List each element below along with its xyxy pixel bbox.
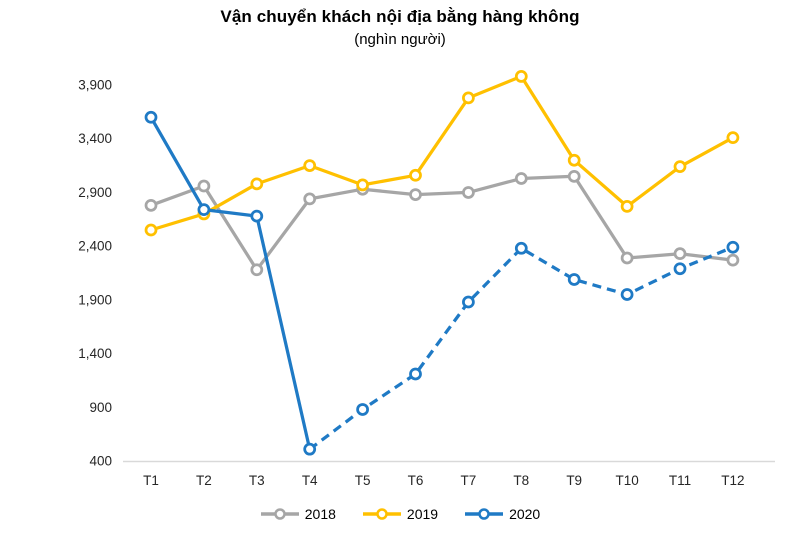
data-point-2020-T8 <box>514 241 528 255</box>
y-axis-tick-label: 900 <box>89 400 112 415</box>
x-axis-tick-label: T5 <box>355 473 371 488</box>
data-point-2019-T6 <box>409 168 422 182</box>
legend-item-2020: 2020 <box>464 506 540 522</box>
data-point-2020-T6 <box>409 367 422 381</box>
legend-marker-2019 <box>362 508 401 520</box>
legend-marker-2020 <box>465 508 504 520</box>
x-axis-tick-label: T3 <box>249 473 265 488</box>
y-axis-tick-label: 1,400 <box>78 346 112 361</box>
series-2020-line-solid <box>149 116 312 450</box>
data-point-2020-T5 <box>356 403 369 416</box>
series-2019-line <box>150 74 734 232</box>
data-point-2018-T12 <box>726 253 740 267</box>
chart-title: Vận chuyển khách nội địa bằng hàng không <box>220 7 580 26</box>
x-axis-tick-label: T8 <box>513 473 529 488</box>
legend-label-2019: 2019 <box>406 506 439 522</box>
data-point-2018-T6 <box>409 188 422 201</box>
data-point-2020-T3 <box>250 209 264 223</box>
data-point-2020-T10 <box>620 288 634 301</box>
data-point-2019-T1 <box>144 223 158 237</box>
data-point-2018-T9 <box>567 169 581 183</box>
data-point-2018-T7 <box>462 186 475 199</box>
data-point-2019-T8 <box>514 70 528 83</box>
y-axis-tick-label: 3,400 <box>78 131 112 146</box>
series-2020 <box>144 110 740 456</box>
x-axis-tick-label: T4 <box>302 473 318 488</box>
data-point-2019-T10 <box>620 200 634 213</box>
data-point-2018-T2 <box>197 179 211 193</box>
data-point-2020-T4 <box>303 442 317 456</box>
legend-label-2018: 2018 <box>304 506 336 522</box>
x-axis-tick-label: T10 <box>615 473 638 488</box>
data-point-2019-T9 <box>567 153 581 167</box>
series-2019 <box>144 70 740 237</box>
y-axis-tick-label: 3,900 <box>78 78 112 93</box>
y-axis-tick-label: 1,900 <box>78 292 112 307</box>
data-point-2018-T3 <box>250 263 264 277</box>
data-point-2018-T4 <box>303 192 317 206</box>
data-point-2020-T12 <box>726 240 740 254</box>
y-axis-tick-label: 400 <box>89 454 112 469</box>
series-2018 <box>144 169 740 277</box>
data-point-2019-T5 <box>356 178 369 192</box>
chart-legend: 2018 2019 2020 <box>0 502 800 526</box>
data-point-2018-T11 <box>673 247 687 261</box>
x-axis-tick-label: T9 <box>566 473 582 488</box>
data-point-2019-T7 <box>462 91 475 105</box>
x-axis-tick-label: T1 <box>143 473 159 488</box>
series-2018-line <box>150 174 734 272</box>
legend-item-2018: 2018 <box>260 506 336 522</box>
series-2020-line-dashed <box>308 245 734 451</box>
y-axis-tick-label: 2,900 <box>78 185 112 200</box>
x-axis-tick-label: T7 <box>461 473 477 488</box>
data-point-2019-T11 <box>673 160 687 174</box>
x-axis-tick-label: T6 <box>408 473 424 488</box>
y-axis-tick-label: 2,400 <box>78 239 112 254</box>
data-point-2018-T8 <box>514 172 528 185</box>
data-point-2019-T12 <box>726 131 740 145</box>
data-point-2019-T4 <box>303 159 317 172</box>
chart-subtitle: (nghìn người) <box>354 31 446 48</box>
data-point-2018-T1 <box>144 198 158 212</box>
data-point-2020-T9 <box>567 273 581 286</box>
x-axis-tick-label: T2 <box>196 473 212 488</box>
data-point-2020-T7 <box>462 295 475 309</box>
data-point-2019-T3 <box>250 177 264 191</box>
data-point-2020-T1 <box>144 110 158 124</box>
legend-marker-2018 <box>260 508 299 520</box>
legend-label-2020: 2020 <box>509 506 541 522</box>
data-point-2020-T11 <box>673 262 687 276</box>
data-point-2018-T10 <box>620 251 634 265</box>
legend-item-2019: 2019 <box>362 506 438 522</box>
x-axis-tick-label: T11 <box>669 473 691 488</box>
x-axis-tick-label: T12 <box>721 473 744 488</box>
data-point-2020-T2 <box>197 203 211 217</box>
